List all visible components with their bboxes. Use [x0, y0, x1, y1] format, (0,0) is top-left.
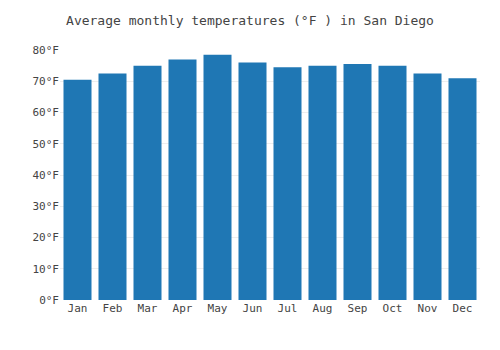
- svg-text:Jun: Jun: [243, 302, 263, 315]
- svg-text:Nov: Nov: [418, 302, 438, 315]
- svg-text:Dec: Dec: [453, 302, 473, 315]
- svg-text:Feb: Feb: [103, 302, 123, 315]
- svg-text:80°F: 80°F: [33, 44, 60, 57]
- svg-text:Aug: Aug: [313, 302, 333, 315]
- svg-text:50°F: 50°F: [33, 138, 60, 151]
- svg-text:Oct: Oct: [383, 302, 403, 315]
- svg-text:10°F: 10°F: [33, 263, 60, 276]
- svg-text:May: May: [208, 302, 228, 315]
- svg-text:Average monthly temperatures (: Average monthly temperatures (°F ) in Sa…: [66, 13, 434, 28]
- svg-text:Apr: Apr: [173, 302, 193, 315]
- svg-text:Mar: Mar: [138, 302, 158, 315]
- svg-text:40°F: 40°F: [33, 169, 60, 182]
- svg-text:20°F: 20°F: [33, 231, 60, 244]
- svg-text:30°F: 30°F: [33, 200, 60, 213]
- svg-text:Jul: Jul: [278, 302, 298, 315]
- svg-text:0°F: 0°F: [39, 294, 59, 307]
- svg-text:70°F: 70°F: [33, 75, 60, 88]
- svg-text:Jan: Jan: [68, 302, 88, 315]
- svg-text:60°F: 60°F: [33, 106, 60, 119]
- svg-text:Sep: Sep: [348, 302, 368, 315]
